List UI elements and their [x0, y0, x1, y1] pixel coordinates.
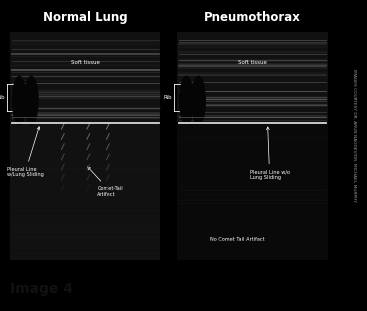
- Text: Comet-Tail
Artifact: Comet-Tail Artifact: [88, 167, 123, 197]
- Text: Rib: Rib: [164, 95, 172, 100]
- Text: No Comet Tail Artifact: No Comet Tail Artifact: [210, 237, 265, 242]
- Ellipse shape: [12, 76, 27, 126]
- Bar: [178, 32, 328, 260]
- Ellipse shape: [191, 76, 206, 126]
- Bar: [10, 32, 160, 260]
- Text: Normal Lung: Normal Lung: [43, 11, 128, 24]
- Text: IMAGES COURTESY DR. ARUN NAGDEV/DR. MICHAEL MURPHY: IMAGES COURTESY DR. ARUN NAGDEV/DR. MICH…: [352, 69, 356, 202]
- Text: Image 4: Image 4: [10, 282, 73, 296]
- Bar: [178, 123, 328, 260]
- Text: Pleural Line w/o
Lung Sliding: Pleural Line w/o Lung Sliding: [250, 127, 290, 180]
- Text: Pleural Line
w/Lung Sliding: Pleural Line w/Lung Sliding: [7, 127, 44, 178]
- Text: Soft tissue: Soft tissue: [71, 59, 100, 64]
- Text: Soft tissue: Soft tissue: [238, 59, 267, 64]
- Text: Rib: Rib: [0, 95, 5, 100]
- Ellipse shape: [24, 76, 39, 126]
- Ellipse shape: [179, 76, 194, 126]
- Text: Pneumothorax: Pneumothorax: [204, 11, 301, 24]
